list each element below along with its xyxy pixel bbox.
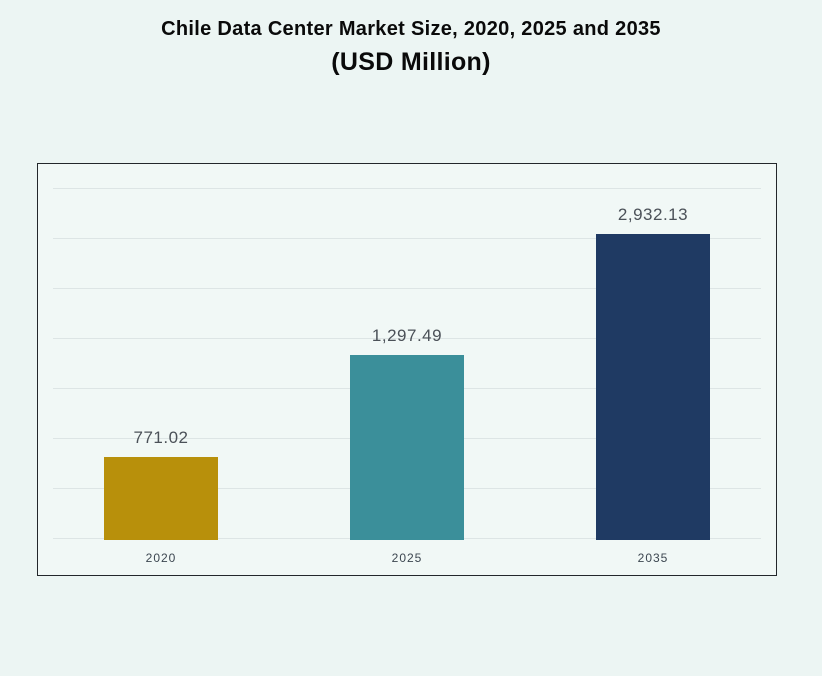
x-axis-label-2020: 2020	[145, 551, 177, 565]
bar-2020	[104, 457, 218, 540]
bar-column-2020: 771.02 2020	[38, 164, 284, 565]
bar-column-2025: 1,297.49 2025	[284, 164, 530, 565]
bar-2025	[350, 355, 464, 540]
x-axis-label-2025: 2025	[391, 551, 423, 565]
chart-title: Chile Data Center Market Size, 2020, 202…	[161, 18, 661, 40]
bar-value-label: 2,932.13	[617, 205, 689, 224]
gridline	[53, 188, 761, 190]
bar-value-label: 771.02	[133, 428, 189, 447]
chart-panel: 771.02 2020 1,297.49 2025 2,932.13 2035	[37, 163, 777, 576]
bar-2035	[596, 234, 710, 540]
bar-column-2035: 2,932.13 2035	[530, 164, 776, 565]
gridline	[53, 338, 761, 340]
gridline	[53, 238, 761, 240]
bar-value-label: 1,297.49	[371, 326, 443, 345]
chart-subtitle: (USD Million)	[331, 48, 491, 76]
gridline	[53, 288, 761, 290]
x-axis-label-2035: 2035	[637, 551, 669, 565]
title-block: Chile Data Center Market Size, 2020, 202…	[0, 18, 822, 77]
bars-layer: 771.02 2020 1,297.49 2025 2,932.13 2035	[38, 164, 776, 565]
